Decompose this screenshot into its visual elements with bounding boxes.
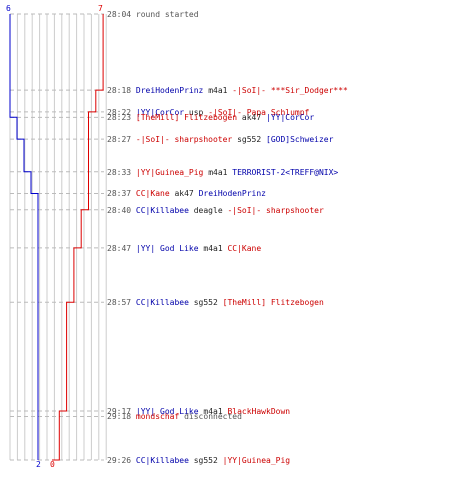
event-text: deagle — [193, 205, 223, 215]
blue-start-score: 6 — [6, 4, 11, 13]
event-text: usp — [188, 107, 204, 117]
event-text: |YY|CorCor — [135, 107, 185, 117]
event-text: [TheMill] Flitzebogen — [222, 298, 324, 308]
event-time: 28:04 — [107, 10, 132, 19]
event-text: m4a1 — [208, 86, 228, 96]
event-text: disconnected — [184, 412, 242, 422]
event-text: BlackHawkDown — [227, 407, 291, 417]
event-row: 28:40 CC|Killabee deagle -|SoI|- sharpsh… — [107, 206, 324, 215]
event-text: CC|Kane — [135, 189, 170, 199]
event-row: 29:26 CC|Killabee sg552 |YY|Guinea_Pig — [107, 456, 290, 465]
event-text: round started — [135, 10, 199, 19]
event-row: 28:22 |YY|CorCor usp -|SoI|- Papa Schlum… — [107, 108, 309, 117]
event-row: 28:47 |YY| God Like m4a1 CC|Kane — [107, 244, 261, 253]
event-text: ak47 — [241, 113, 262, 123]
event-time: 28:23 — [107, 113, 132, 123]
event-text: |YY|Guinea_Pig — [135, 167, 204, 177]
event-text: DreiHodenPrinz — [198, 189, 266, 199]
event-time: 28:40 — [107, 205, 132, 215]
event-text: mondschaf — [135, 412, 180, 422]
event-text: -|SoI|- ***Sir_Dodger*** — [232, 86, 348, 96]
event-text: sg552 — [193, 456, 218, 465]
red-start-score: 7 — [98, 4, 103, 13]
event-row: 28:18 DreiHodenPrinz m4a1 -|SoI|- ***Sir… — [107, 86, 348, 95]
event-text: -|SoI|- Papa Schlumpf — [208, 107, 310, 117]
event-time: 29:17 — [107, 407, 132, 417]
event-text: |YY| God Like — [135, 407, 199, 417]
blue-end-score: 2 — [36, 460, 41, 469]
event-time: 28:57 — [107, 298, 132, 308]
event-text: [TheMill] Flitzebogen — [135, 113, 238, 123]
event-text: -|SoI|- sharpshooter — [227, 205, 324, 215]
event-text: CC|Killabee — [135, 205, 189, 215]
event-text: DreiHodenPrinz — [135, 86, 204, 96]
event-row: 28:57 CC|Killabee sg552 [TheMill] Flitze… — [107, 298, 324, 307]
event-text: ak47 — [174, 189, 194, 199]
event-time: 28:22 — [107, 107, 132, 117]
event-time: 29:18 — [107, 412, 132, 422]
event-text: m4a1 — [208, 167, 228, 177]
event-text: m4a1 — [203, 243, 223, 253]
event-text: CC|Killabee — [135, 456, 189, 465]
red-score-line — [52, 14, 104, 461]
event-text: CC|Killabee — [135, 298, 189, 308]
event-text: -|SoI|- sharpshooter — [135, 135, 233, 145]
event-row: 28:27 -|SoI|- sharpshooter sg552 [GOD]Sc… — [107, 135, 333, 144]
event-time: 28:18 — [107, 86, 132, 96]
event-text: sg552 — [237, 135, 262, 145]
event-time: 28:37 — [107, 189, 132, 199]
event-time: 28:47 — [107, 243, 132, 253]
event-row: 28:37 CC|Kane ak47 DreiHodenPrinz — [107, 189, 266, 198]
event-time: 29:26 — [107, 456, 132, 465]
event-text: m4a1 — [203, 407, 223, 417]
event-text: CC|Kane — [227, 243, 262, 253]
event-row: 28:04 round started — [107, 10, 199, 19]
red-end-score: 0 — [50, 460, 55, 469]
event-time: 28:33 — [107, 167, 132, 177]
blue-score-line — [9, 14, 39, 460]
event-text: sg552 — [193, 298, 218, 308]
event-row: 29:18 mondschaf disconnected — [107, 412, 242, 421]
event-time: 28:27 — [107, 135, 132, 145]
event-text: |YY| God Like — [135, 243, 199, 253]
event-row: 29:17 |YY| God Like m4a1 BlackHawkDown — [107, 407, 290, 416]
event-row: 28:23 [TheMill] Flitzebogen ak47 |YY|Cor… — [107, 113, 314, 122]
event-text: TERRORIST-2<TREFF@NIX> — [232, 167, 339, 177]
event-row: 28:33 |YY|Guinea_Pig m4a1 TERRORIST-2<TR… — [107, 168, 338, 177]
event-text: |YY|CorCor — [266, 113, 315, 123]
event-text: [GOD]Schweizer — [266, 135, 334, 145]
event-text: |YY|Guinea_Pig — [222, 456, 291, 465]
